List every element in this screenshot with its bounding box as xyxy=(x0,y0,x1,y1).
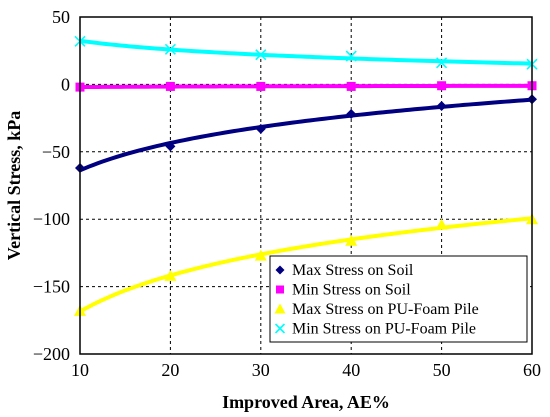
data-point xyxy=(437,81,447,91)
tick-labels: 10 20 30 40 50 60 50 0 −50 −100 −150 −200 xyxy=(33,7,541,380)
data-point xyxy=(164,269,177,281)
y-tick-label: −150 xyxy=(33,277,70,297)
x-tick-label: 30 xyxy=(252,360,270,380)
data-point xyxy=(435,218,448,230)
legend: Max Stress on Soil Min Stress on Soil Max … xyxy=(269,255,528,343)
y-tick-label: −50 xyxy=(42,142,70,162)
legend-entry-label: Min Stress on Soil xyxy=(292,282,411,299)
data-point xyxy=(436,57,448,69)
data-point xyxy=(346,81,356,91)
y-tick-label: 0 xyxy=(61,74,70,94)
y-tick-label: 50 xyxy=(52,7,70,27)
x-tick-label: 60 xyxy=(523,360,541,380)
trendline-1 xyxy=(79,97,533,173)
data-point xyxy=(346,109,357,120)
grid-lines xyxy=(80,17,532,354)
legend-entry-label: Min Stress on PU-Foam Pile xyxy=(292,321,476,338)
legend-entry-label: Max Stress on PU-Foam Pile xyxy=(292,301,479,318)
y-axis-title: Vertical Stress, kPa xyxy=(4,111,24,260)
trendline-2 xyxy=(79,83,532,90)
data-point xyxy=(345,50,357,62)
legend-marker xyxy=(275,265,285,275)
legend-marker xyxy=(274,323,286,334)
data-point xyxy=(254,249,267,261)
data-point xyxy=(255,123,266,134)
legend-marker xyxy=(276,285,284,294)
legend-entry-label: Max Stress on Soil xyxy=(292,262,414,279)
y-tick-label: −200 xyxy=(33,344,70,364)
y-tick-label: −100 xyxy=(33,209,70,229)
x-tick-label: 10 xyxy=(71,360,89,380)
data-point xyxy=(165,141,176,152)
trendlines xyxy=(79,38,533,314)
data-point xyxy=(165,81,175,91)
legend-marker xyxy=(274,303,286,314)
plot-area-border xyxy=(79,16,533,355)
trendline-3 xyxy=(79,216,533,314)
x-tick-label: 20 xyxy=(161,360,179,380)
legend-box xyxy=(269,255,528,343)
data-point xyxy=(436,100,447,111)
data-point xyxy=(255,49,267,61)
x-axis-title: Improved Area, AE% xyxy=(222,392,390,412)
data-point xyxy=(164,43,176,55)
data-point xyxy=(345,234,358,246)
x-tick-label: 40 xyxy=(342,360,360,380)
x-tick-label: 50 xyxy=(433,360,451,380)
trendline-4 xyxy=(79,38,533,66)
data-point xyxy=(256,81,266,91)
